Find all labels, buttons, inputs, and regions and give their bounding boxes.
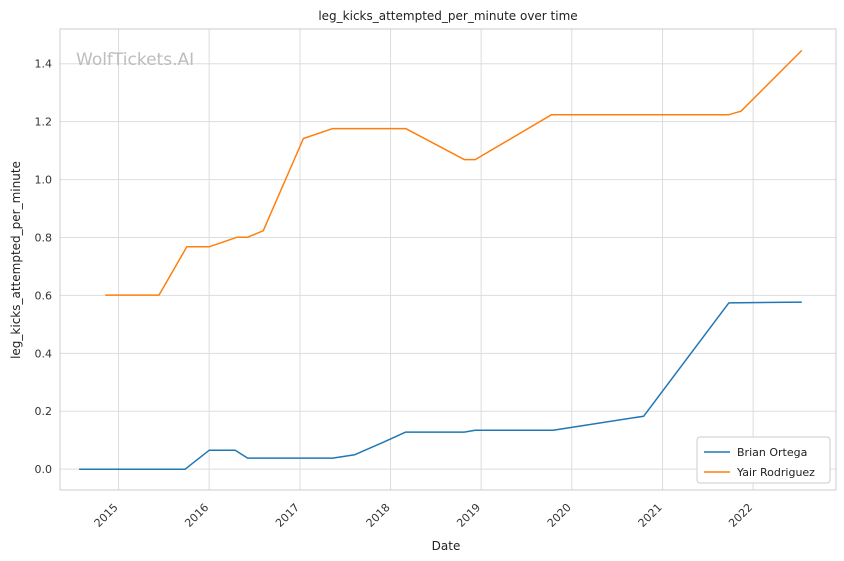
y-tick-label: 0.8 <box>35 231 53 244</box>
series-lines <box>79 49 803 470</box>
y-axis-ticks: 0.0 0.2 0.4 0.6 0.8 1.0 1.2 1.4 <box>35 58 53 476</box>
legend-label-yair-rodriguez: Yair Rodriguez <box>736 466 815 479</box>
chart-title: leg_kicks_attempted_per_minute over time <box>318 9 577 23</box>
plot-area-border <box>59 28 837 491</box>
series-line-yair-rodriguez <box>105 49 803 296</box>
series-line-brian-ortega <box>79 301 802 470</box>
watermark-text: WolfTickets.AI <box>76 50 194 70</box>
legend-label-brian-ortega: Brian Ortega <box>737 446 807 459</box>
x-axis-label: Date <box>432 539 461 553</box>
y-tick-label: 1.0 <box>35 174 53 187</box>
legend: Brian Ortega Yair Rodriguez <box>696 436 831 484</box>
y-axis-label: leg_kicks_attempted_per_minute <box>9 161 23 359</box>
y-tick-label: 1.2 <box>35 116 53 129</box>
y-tick-label: 1.4 <box>35 58 53 71</box>
legend-box <box>696 436 831 484</box>
y-tick-label: 0.2 <box>35 405 53 418</box>
y-tick-label: 0.6 <box>35 289 53 302</box>
grid <box>60 29 836 490</box>
y-tick-label: 0.0 <box>35 463 53 476</box>
y-tick-label: 0.4 <box>35 347 53 360</box>
